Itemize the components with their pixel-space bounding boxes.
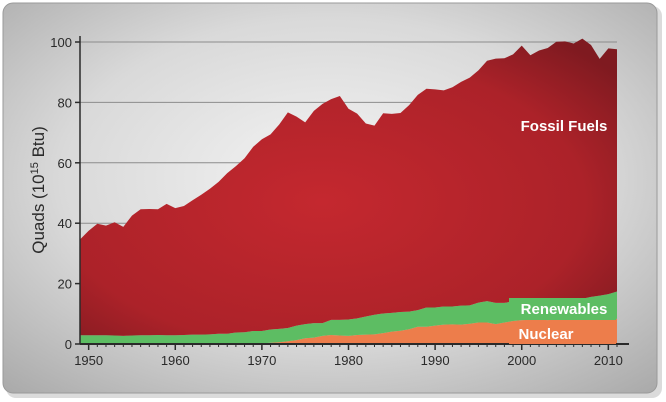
area-nuclear	[80, 318, 617, 344]
stacked-areas	[80, 38, 617, 344]
y-tick-label-80: 80	[58, 95, 72, 110]
y-tick-label-60: 60	[58, 156, 72, 171]
y-tick-label-100: 100	[50, 35, 72, 50]
y-axis-label: Quads (1015 Btu)	[29, 126, 48, 254]
x-tick-label-1980: 1980	[334, 353, 363, 368]
y-axis-label-exponent: 15	[29, 162, 41, 174]
area-fossil-fuels	[80, 38, 617, 336]
renewables-label: Renewables	[521, 301, 608, 318]
y-tick-label-40: 40	[58, 216, 72, 231]
y-axis-label-unit: Btu)	[29, 126, 48, 162]
tick-labels: 1950 1960 1970 1980 1990 2000 2010 0 20 40 60 80 100	[50, 35, 623, 368]
renewables-label-bg	[509, 298, 616, 320]
nuclear-label: Nuclear	[518, 326, 573, 343]
x-tick-label-1990: 1990	[421, 353, 450, 368]
x-tick-label-1960: 1960	[161, 353, 190, 368]
fossil-fuels-label: Fossil Fuels	[521, 118, 608, 135]
x-tick-label-2000: 2000	[507, 353, 536, 368]
x-tick-label-1970: 1970	[247, 353, 276, 368]
y-tick-label-20: 20	[58, 277, 72, 292]
area-renewables	[80, 291, 617, 344]
x-tick-label-1950: 1950	[74, 353, 103, 368]
x-tick-label-2010: 2010	[594, 353, 623, 368]
y-tick-label-0: 0	[65, 337, 72, 352]
y-axis-label-main: Quads (10	[29, 174, 48, 253]
nuclear-label-bg	[509, 322, 616, 344]
